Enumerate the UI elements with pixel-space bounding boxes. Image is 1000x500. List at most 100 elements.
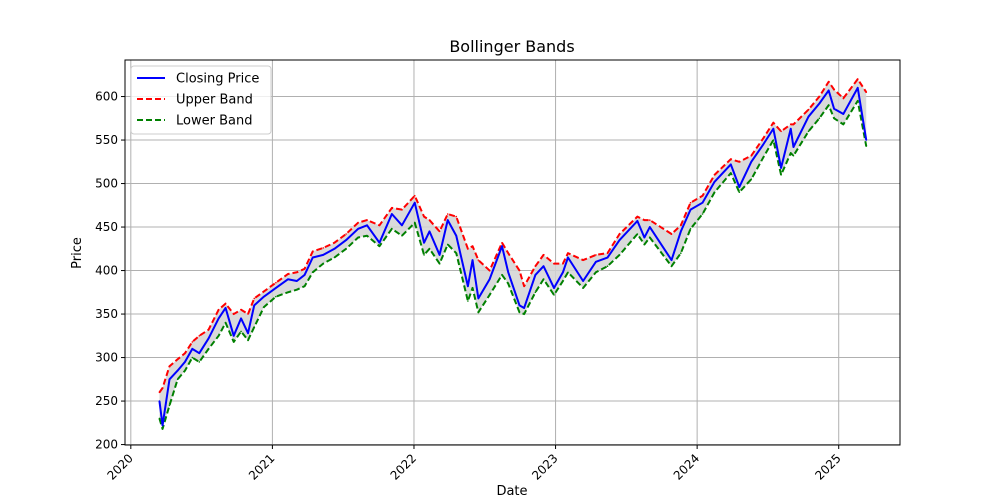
data-point bbox=[467, 248, 469, 250]
data-point bbox=[534, 274, 537, 276]
data-point bbox=[413, 221, 416, 224]
series-lines bbox=[158, 78, 868, 430]
data-point bbox=[807, 115, 810, 118]
data-point bbox=[789, 127, 792, 130]
data-point bbox=[275, 295, 277, 298]
data-point bbox=[670, 259, 673, 261]
data-point bbox=[357, 236, 359, 239]
data-point bbox=[501, 241, 503, 244]
data-point bbox=[428, 219, 431, 221]
data-point bbox=[562, 280, 564, 282]
data-point bbox=[311, 271, 314, 274]
data-point bbox=[423, 215, 425, 218]
x-axis-label: Date bbox=[496, 484, 527, 499]
data-point bbox=[168, 404, 171, 407]
data-point bbox=[224, 302, 227, 305]
data-point bbox=[680, 252, 682, 254]
y-tick-label: 550 bbox=[95, 133, 118, 147]
chart-title: Bollinger Bands bbox=[449, 37, 574, 56]
data-point bbox=[477, 259, 480, 261]
data-point bbox=[247, 339, 249, 341]
data-point bbox=[807, 130, 810, 133]
data-point bbox=[161, 387, 164, 389]
data-point bbox=[488, 294, 491, 296]
data-point bbox=[595, 271, 597, 274]
data-point bbox=[865, 139, 868, 141]
data-point bbox=[322, 262, 325, 265]
data-point bbox=[762, 156, 765, 159]
data-point bbox=[253, 326, 256, 328]
data-point bbox=[240, 308, 242, 311]
data-point bbox=[263, 290, 265, 293]
y-tick-label: 450 bbox=[95, 220, 118, 234]
data-point bbox=[296, 280, 298, 282]
data-point bbox=[333, 248, 336, 250]
data-point bbox=[833, 117, 835, 120]
data-point bbox=[643, 243, 646, 246]
data-point bbox=[507, 282, 510, 285]
data-point bbox=[471, 287, 474, 289]
plot-frame bbox=[124, 59, 901, 446]
data-point bbox=[534, 265, 537, 268]
data-point bbox=[789, 152, 792, 154]
data-point bbox=[562, 262, 564, 265]
data-point bbox=[792, 146, 795, 148]
y-tick-label: 600 bbox=[95, 90, 118, 104]
data-point bbox=[184, 369, 186, 372]
data-point bbox=[582, 280, 584, 282]
data-point bbox=[176, 358, 179, 361]
data-point bbox=[333, 241, 336, 244]
data-point bbox=[378, 224, 381, 227]
data-point bbox=[423, 254, 425, 256]
data-point bbox=[856, 87, 859, 89]
data-point bbox=[488, 269, 491, 272]
data-point bbox=[275, 287, 277, 289]
y-tick-label: 500 bbox=[95, 177, 118, 191]
y-tick-label: 200 bbox=[95, 438, 118, 452]
data-point bbox=[253, 304, 256, 307]
data-point bbox=[287, 273, 289, 275]
data-point bbox=[391, 213, 393, 215]
data-point bbox=[842, 97, 845, 100]
data-point bbox=[158, 391, 161, 394]
data-point bbox=[224, 321, 227, 324]
data-point bbox=[333, 256, 336, 259]
data-point bbox=[738, 160, 741, 163]
data-point bbox=[618, 254, 621, 256]
data-point bbox=[595, 254, 597, 256]
data-point bbox=[287, 291, 289, 294]
x-tick-label: 2021 bbox=[246, 451, 277, 482]
series-line-upper-band bbox=[158, 78, 868, 393]
data-point bbox=[542, 265, 545, 268]
data-point bbox=[729, 163, 732, 166]
data-point bbox=[296, 288, 298, 291]
data-point bbox=[701, 201, 704, 204]
data-point bbox=[322, 254, 325, 256]
data-point bbox=[750, 178, 753, 180]
y-tick-label: 300 bbox=[95, 351, 118, 365]
data-point bbox=[636, 233, 639, 235]
data-point bbox=[762, 143, 765, 146]
data-point bbox=[296, 271, 298, 274]
data-point bbox=[680, 230, 682, 233]
data-point bbox=[303, 285, 306, 288]
data-point bbox=[553, 287, 555, 289]
data-point bbox=[198, 361, 201, 363]
data-point bbox=[865, 91, 868, 93]
data-point bbox=[833, 88, 835, 91]
data-point bbox=[553, 294, 555, 296]
data-point bbox=[523, 307, 525, 309]
data-point bbox=[780, 167, 782, 169]
data-point bbox=[224, 307, 227, 309]
data-point bbox=[198, 352, 201, 355]
data-point bbox=[184, 361, 186, 363]
data-point bbox=[670, 265, 673, 268]
data-point bbox=[253, 297, 256, 300]
data-point bbox=[378, 245, 381, 247]
data-point bbox=[303, 268, 306, 270]
data-point bbox=[378, 241, 381, 244]
data-point bbox=[567, 271, 569, 274]
data-point bbox=[488, 278, 491, 281]
data-point bbox=[595, 261, 597, 263]
data-point bbox=[311, 250, 314, 253]
